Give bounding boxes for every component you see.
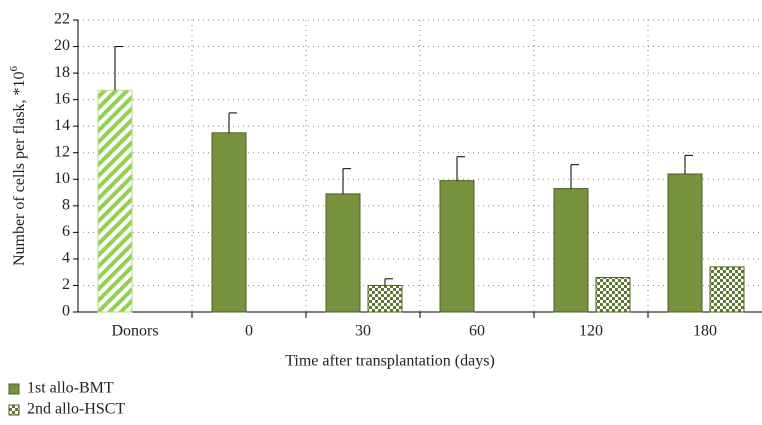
y-tick-label: 12 <box>54 143 70 160</box>
y-tick-label: 20 <box>54 37 70 54</box>
y-tick-label: 2 <box>62 276 70 293</box>
x-tick-label: 0 <box>245 323 253 340</box>
x-tick-label: 60 <box>469 323 485 340</box>
y-tick-label: 8 <box>62 196 70 213</box>
x-tick-label: 180 <box>693 323 717 340</box>
y-tick-label: 14 <box>54 117 70 134</box>
bar <box>211 132 247 313</box>
y-tick-label: 10 <box>54 170 70 187</box>
y-tick-label: 18 <box>54 64 70 81</box>
y-tick-label: 22 <box>54 11 70 28</box>
y-tick-label: 0 <box>62 303 70 320</box>
x-tick-label: 120 <box>579 323 603 340</box>
bar <box>325 193 361 313</box>
bar <box>667 173 703 313</box>
legend-swatch <box>8 404 20 416</box>
bar <box>97 89 133 313</box>
x-axis-label: Time after transplantation (days) <box>285 353 495 370</box>
x-tick-label: 30 <box>355 323 371 340</box>
x-tick-label: Donors <box>111 323 158 340</box>
y-axis-label: Number of cells per flask, *106 <box>8 65 28 266</box>
legend-label: 2nd allo-HSCT <box>27 401 125 418</box>
y-label-text: Number of cells per flask, *10 <box>11 71 28 266</box>
legend-label: 1st allo-BMT <box>27 380 114 397</box>
legend-swatch <box>8 383 20 395</box>
bar <box>595 276 631 313</box>
bar <box>553 188 589 313</box>
y-label-exponent: 6 <box>8 65 20 71</box>
bar <box>439 180 475 313</box>
bar <box>709 266 745 313</box>
bar <box>367 284 403 313</box>
y-tick-label: 16 <box>54 90 70 107</box>
y-tick-label: 6 <box>62 223 70 240</box>
y-tick-label: 4 <box>62 250 70 267</box>
